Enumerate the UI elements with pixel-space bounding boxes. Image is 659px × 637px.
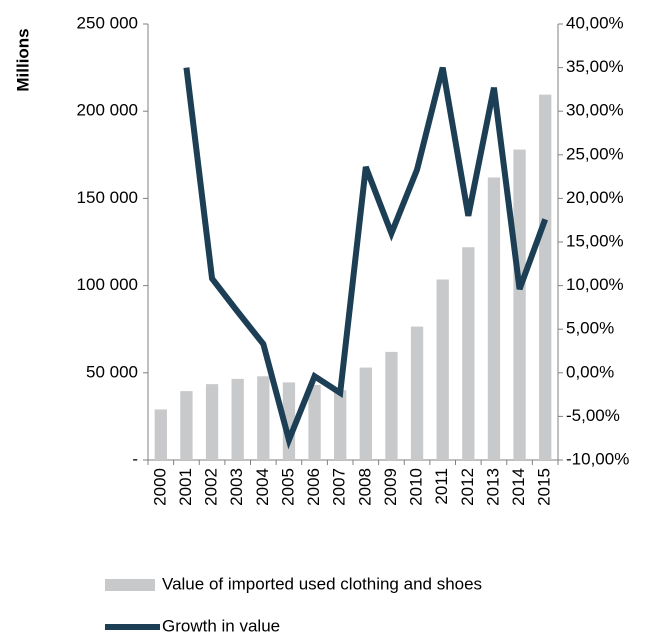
x-tick-label: 2008 — [355, 468, 374, 506]
y-axis-label: Millions — [13, 28, 32, 91]
x-tick-label: 2004 — [253, 468, 272, 506]
bar — [436, 279, 449, 460]
bar — [257, 376, 270, 460]
x-tick-label: 2013 — [483, 468, 502, 506]
bar — [308, 385, 321, 460]
x-tick-label: 2005 — [278, 468, 297, 506]
x-tick-label: 2012 — [458, 468, 477, 506]
bar — [154, 409, 167, 460]
y2-tick-label: 30,00% — [566, 101, 624, 120]
bar — [513, 149, 526, 460]
x-tick-label: 2009 — [381, 468, 400, 506]
bar — [462, 247, 475, 460]
y2-tick-label: -10,00% — [566, 449, 629, 468]
bar — [539, 94, 552, 460]
y-tick-label: 100 000 — [77, 275, 138, 294]
y2-tick-label: 15,00% — [566, 231, 624, 250]
bar — [282, 382, 296, 460]
bar — [205, 384, 219, 460]
bar — [231, 378, 244, 460]
bar — [180, 391, 193, 460]
y2-tick-label: 5,00% — [566, 319, 614, 338]
y2-tick-label: 25,00% — [566, 144, 624, 163]
x-tick-label: 2000 — [150, 468, 169, 506]
legend-swatch — [105, 579, 155, 591]
bar — [410, 326, 424, 460]
y-tick-label: 50 000 — [86, 362, 138, 381]
x-tick-label: 2015 — [535, 468, 554, 506]
x-tick-label: 2002 — [202, 468, 221, 506]
y2-tick-label: 10,00% — [566, 275, 624, 294]
x-tick-label: 2006 — [304, 468, 323, 506]
x-tick-label: 2001 — [176, 468, 195, 506]
x-tick-label: 2003 — [227, 468, 246, 506]
y2-tick-label: 40,00% — [566, 13, 624, 32]
x-tick-label: 2010 — [407, 468, 426, 506]
legend-label: Growth in value — [162, 616, 280, 635]
bar — [487, 177, 501, 461]
bar — [334, 390, 347, 460]
x-tick-label: 2007 — [330, 468, 349, 506]
legend-label: Value of imported used clothing and shoe… — [162, 574, 482, 593]
y-tick-label: 200 000 — [77, 101, 138, 120]
y2-tick-label: 35,00% — [566, 57, 624, 76]
y-tick-label: 150 000 — [77, 188, 138, 207]
x-tick-label: 2011 — [432, 468, 451, 505]
bar — [385, 351, 398, 460]
y2-tick-label: -5,00% — [566, 406, 620, 425]
y-tick-label: - — [132, 449, 138, 468]
line — [183, 66, 549, 450]
bar — [359, 367, 372, 460]
y-tick-label: 250 000 — [77, 13, 138, 32]
y2-tick-label: 20,00% — [566, 188, 624, 207]
y2-tick-label: 0,00% — [566, 362, 614, 381]
x-tick-label: 2014 — [509, 468, 528, 506]
